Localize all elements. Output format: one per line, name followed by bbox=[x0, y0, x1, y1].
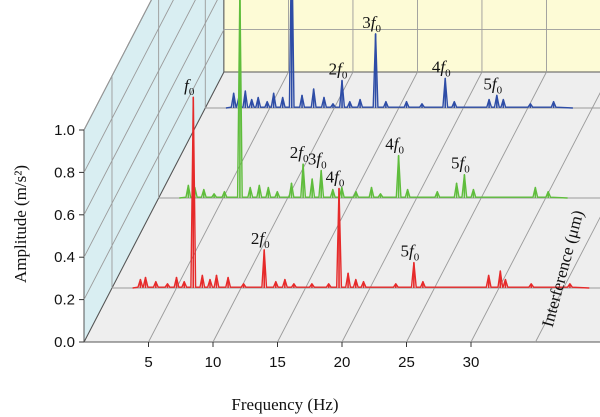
series-30 bbox=[179, 0, 568, 199]
harmonic-label: f0 bbox=[184, 76, 195, 98]
series-line bbox=[132, 96, 590, 289]
harmonic-label: 4f0 bbox=[432, 57, 451, 79]
grid-line bbox=[83, 0, 152, 131]
grid-line bbox=[83, 0, 218, 258]
harmonic-label: 2f0 bbox=[329, 59, 348, 81]
grid-line bbox=[83, 0, 196, 216]
chart-walls bbox=[83, 0, 600, 343]
y-tick-label: 0.0 bbox=[54, 334, 75, 351]
grid-line bbox=[470, 92, 600, 343]
y-tick-label: 0.4 bbox=[54, 249, 75, 266]
left-wall bbox=[83, 0, 225, 343]
back-wall bbox=[223, 0, 600, 73]
grid-line bbox=[277, 71, 418, 343]
harmonic-label: 5f0 bbox=[451, 154, 470, 176]
harmonic-label: 3f0 bbox=[362, 13, 381, 35]
x-tick-label: 25 bbox=[398, 354, 415, 371]
grid-line bbox=[83, 0, 174, 173]
x-tick-label: 10 bbox=[205, 354, 222, 371]
x-tick-label: 15 bbox=[269, 354, 286, 371]
harmonic-label: 3f0 bbox=[308, 149, 327, 171]
y-tick-label: 0.2 bbox=[54, 292, 75, 309]
y-tick-label: 1.0 bbox=[54, 122, 75, 139]
chart-grid bbox=[83, 0, 600, 343]
harmonic-label: 2f0 bbox=[251, 229, 270, 251]
harmonic-label: 4f0 bbox=[326, 167, 345, 189]
series-25 bbox=[132, 96, 590, 289]
y-tick-label: 0.6 bbox=[54, 207, 75, 224]
x-tick-label: 30 bbox=[463, 354, 480, 371]
grid-line bbox=[341, 71, 483, 343]
x-tick-label: 20 bbox=[334, 354, 351, 371]
harmonic-label: 5f0 bbox=[483, 74, 502, 96]
grid-line bbox=[406, 71, 547, 343]
harmonic-label: 4f0 bbox=[385, 135, 404, 157]
grid-line bbox=[148, 71, 289, 343]
grid-line bbox=[535, 216, 600, 343]
harmonic-label: 5f0 bbox=[401, 242, 420, 264]
axis-ticks: 0.00.20.40.60.81.051015202530253035 bbox=[54, 122, 480, 371]
peak-annotations: f02f04f05f0f02f03f04f05f0f02f03f04f05f0 bbox=[184, 13, 502, 264]
y-axis-label: Amplitude (m/s²) bbox=[11, 165, 30, 283]
harmonic-label: 2f0 bbox=[290, 143, 309, 165]
y-tick-label: 0.8 bbox=[54, 164, 75, 181]
grid-line bbox=[212, 71, 354, 343]
x-tick-label: 5 bbox=[144, 354, 152, 371]
grid-line bbox=[83, 29, 225, 300]
series-layer bbox=[132, 0, 590, 289]
x-axis-label: Frequency (Hz) bbox=[231, 395, 338, 414]
